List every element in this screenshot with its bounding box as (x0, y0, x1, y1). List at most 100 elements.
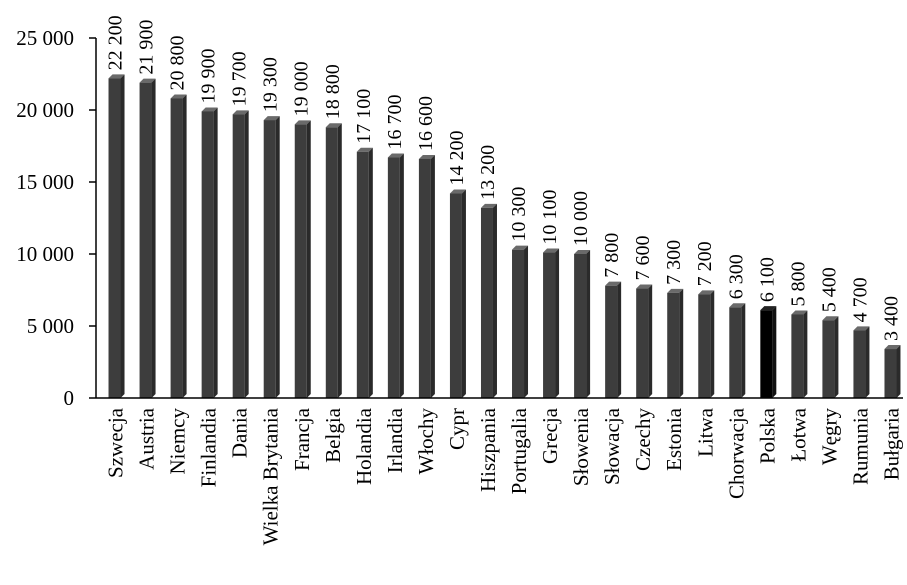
category-label: Słowacja (600, 407, 624, 485)
bar-side (337, 123, 342, 398)
data-label: 6 300 (725, 254, 747, 299)
data-label: 19 000 (291, 61, 313, 116)
bar-top (543, 248, 560, 253)
category-label: Wielka Brytania (259, 407, 283, 545)
bar-front (139, 82, 152, 398)
bar-side (120, 74, 125, 398)
bar-top (822, 316, 839, 321)
data-label: 19 700 (229, 51, 251, 106)
bar-front (667, 292, 680, 398)
data-label: 17 100 (353, 89, 375, 144)
bar (418, 154, 435, 398)
bar (729, 303, 746, 398)
data-label: 3 400 (880, 296, 902, 341)
bar-side (896, 345, 901, 398)
y-tick-label: 20 000 (16, 98, 74, 122)
bar-front (356, 151, 369, 398)
category-label: Irlandia (383, 407, 407, 473)
y-tick-label: 5 000 (27, 314, 74, 338)
bar-top (418, 154, 435, 159)
bar-front (729, 307, 742, 398)
bar-top (449, 189, 466, 194)
category-label: Szwecja (104, 407, 128, 478)
bar-side (151, 78, 156, 398)
bar-side (865, 326, 870, 398)
bar (853, 326, 870, 398)
bar (263, 116, 280, 398)
bar (480, 203, 497, 398)
data-label: 22 200 (105, 15, 127, 70)
category-label: Estonia (662, 407, 686, 471)
bar (822, 316, 839, 398)
bar-top (201, 107, 218, 112)
category-label: Polska (755, 407, 779, 464)
bar-top (760, 306, 777, 311)
bar-side (679, 288, 684, 398)
bar-front (387, 157, 400, 398)
category-labels: Szwecja Austria Niemcy Finlandia Dania Wielka… (104, 407, 904, 545)
bar-top (853, 326, 870, 331)
bar-front (170, 98, 183, 398)
bar (884, 345, 901, 398)
data-label: 7 300 (663, 240, 685, 285)
bar-front (418, 158, 431, 398)
bar-top (232, 110, 249, 115)
bar-top (698, 290, 715, 295)
bar (698, 290, 715, 398)
bar (543, 248, 560, 398)
bar-side (803, 310, 808, 398)
bar-front (884, 349, 897, 398)
bar-front (108, 78, 121, 398)
y-tick-label: 25 000 (16, 26, 74, 50)
bar-front (232, 114, 245, 398)
bar-front (698, 294, 711, 398)
bar (232, 110, 249, 398)
data-label: 10 300 (508, 187, 530, 242)
category-label: Portugalia (507, 407, 531, 494)
bar-front (822, 320, 835, 398)
category-label: Cypr (445, 408, 469, 450)
bar-front (853, 330, 866, 398)
category-label: Słowenia (569, 407, 593, 486)
data-label: 7 600 (632, 236, 654, 281)
data-label: 20 800 (167, 35, 189, 90)
category-label: Holandia (352, 407, 376, 485)
category-label: Węgry (817, 408, 841, 466)
bar-side (306, 120, 311, 399)
bar-side (772, 306, 777, 398)
bar-top (356, 147, 373, 152)
category-label: Austria (135, 407, 159, 470)
data-labels: 22 200 21 900 20 800 19 900 19 700 19 300 19 0… (105, 15, 903, 341)
bar (760, 306, 777, 398)
data-label: 18 800 (322, 64, 344, 119)
bar-top (729, 303, 746, 308)
bar-top (325, 123, 342, 128)
data-label: 4 700 (849, 277, 871, 322)
data-label: 16 600 (415, 96, 437, 151)
bar (294, 120, 311, 399)
y-tick-label: 0 (64, 386, 75, 410)
bar-side (741, 303, 746, 398)
bar-top (480, 203, 497, 208)
bar-front (263, 120, 276, 398)
bar-top (139, 78, 156, 83)
bar (387, 153, 404, 398)
data-label: 5 800 (787, 261, 809, 306)
bar-side (275, 116, 280, 398)
bar-front (512, 249, 525, 398)
bar (636, 284, 653, 398)
bar-front (543, 252, 556, 398)
bar (325, 123, 342, 398)
bar-side (182, 94, 187, 398)
bar (605, 281, 622, 398)
category-label: Czechy (631, 408, 655, 471)
category-label: Belgia (321, 407, 345, 462)
y-tick-label: 10 000 (16, 242, 74, 266)
category-label: Finlandia (197, 407, 221, 487)
bar-side (617, 281, 622, 398)
bar-top (294, 120, 311, 125)
bar (108, 74, 125, 398)
data-label: 21 900 (136, 20, 158, 75)
bar-front (791, 314, 804, 398)
bar-top (636, 284, 653, 289)
